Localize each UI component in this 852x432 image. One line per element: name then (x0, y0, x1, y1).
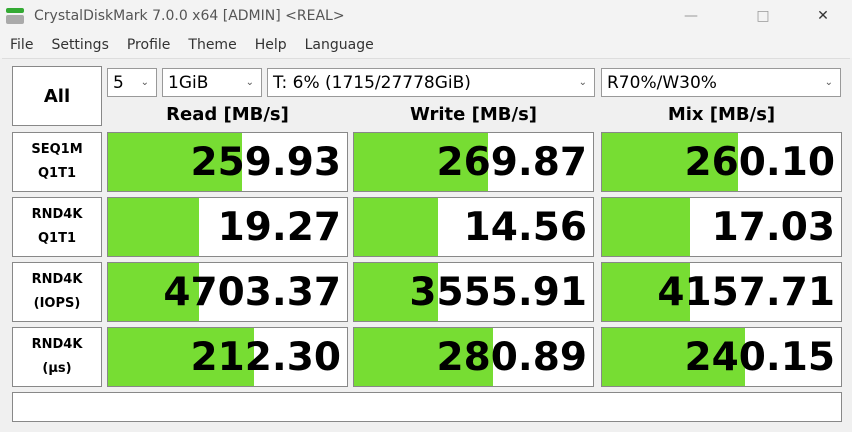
size-select[interactable]: 1GiB ⌄ (162, 68, 262, 97)
window-title: CrystalDiskMark 7.0.0 x64 [ADMIN] <REAL> (34, 8, 345, 24)
write-result-cell: 269.87 (353, 132, 594, 192)
menu-help[interactable]: Help (254, 37, 287, 53)
read-result-cell: 19.27 (107, 197, 348, 257)
drive-value: T: 6% (1715/27778GiB) (273, 72, 471, 93)
test-button-0[interactable]: SEQ1M Q1T1 (12, 132, 102, 192)
menu-settings[interactable]: Settings (51, 37, 109, 53)
mix-result-cell: 4157.71 (601, 262, 842, 322)
result-bar (354, 133, 488, 191)
result-value: 14.56 (463, 205, 587, 250)
test-label-line2: (IOPS) (33, 296, 81, 311)
read-result-cell: 4703.37 (107, 262, 348, 322)
drive-select[interactable]: T: 6% (1715/27778GiB) ⌄ (267, 68, 595, 97)
read-result-cell: 212.30 (107, 327, 348, 387)
result-bar (108, 198, 199, 256)
result-bar (602, 133, 739, 191)
mix-value: R70%/W30% (607, 72, 717, 93)
menu-theme[interactable]: Theme (188, 37, 237, 53)
test-button-3[interactable]: RND4K (µs) (12, 327, 102, 387)
read-header: Read [MB/s] (166, 104, 289, 125)
test-label-line2: (µs) (42, 361, 72, 376)
minimize-button[interactable]: — (684, 8, 698, 24)
write-result-cell: 280.89 (353, 327, 594, 387)
test-label-line2: Q1T1 (37, 231, 76, 246)
result-value: 260.10 (684, 140, 836, 185)
count-select[interactable]: 5 ⌄ (107, 68, 157, 97)
mix-result-cell: 17.03 (601, 197, 842, 257)
maximize-button[interactable]: □ (756, 8, 770, 24)
test-label-line2: Q1T1 (37, 166, 76, 181)
menu-profile[interactable]: Profile (126, 37, 171, 53)
write-result-cell: 14.56 (353, 197, 594, 257)
result-value: 280.89 (436, 335, 588, 380)
chevron-down-icon: ⌄ (824, 77, 833, 88)
result-bar (354, 328, 493, 386)
result-value: 240.15 (684, 335, 836, 380)
read-result-cell: 259.93 (107, 132, 348, 192)
write-result-cell: 3555.91 (353, 262, 594, 322)
menu-bar: File Settings Profile Theme Help Languag… (0, 32, 852, 58)
test-label-line1: RND4K (31, 337, 83, 352)
test-label-line1: RND4K (31, 272, 83, 287)
menu-language[interactable]: Language (304, 37, 374, 53)
result-value: 19.27 (217, 205, 341, 250)
test-label-line1: SEQ1M (31, 142, 83, 157)
mix-header: Mix [MB/s] (667, 104, 776, 125)
mix-result-cell: 260.10 (601, 132, 842, 192)
write-header: Write [MB/s] (409, 104, 538, 125)
result-value: 269.87 (436, 140, 588, 185)
result-value: 4703.37 (163, 270, 341, 315)
app-icon (6, 7, 26, 25)
result-value: 259.93 (190, 140, 342, 185)
mix-result-cell: 240.15 (601, 327, 842, 387)
mix-select[interactable]: R70%/W30% ⌄ (601, 68, 841, 97)
result-bar (602, 198, 691, 256)
close-button[interactable]: ✕ (817, 8, 829, 24)
result-bar (108, 133, 242, 191)
chevron-down-icon: ⌄ (245, 77, 254, 88)
chevron-down-icon: ⌄ (578, 77, 587, 88)
result-bar (602, 328, 746, 386)
all-button[interactable]: All (12, 66, 102, 126)
result-value: 17.03 (711, 205, 835, 250)
count-value: 5 (113, 72, 124, 93)
result-value: 212.30 (190, 335, 342, 380)
status-bar (12, 392, 842, 422)
result-bar (354, 198, 438, 256)
size-value: 1GiB (168, 72, 209, 93)
menu-file[interactable]: File (10, 37, 34, 53)
chevron-down-icon: ⌄ (140, 77, 149, 88)
result-bar (354, 263, 438, 321)
result-bar (602, 263, 691, 321)
test-button-1[interactable]: RND4K Q1T1 (12, 197, 102, 257)
result-bar (108, 263, 199, 321)
result-value: 4157.71 (657, 270, 835, 315)
test-label-line1: RND4K (31, 207, 83, 222)
result-value: 3555.91 (409, 270, 587, 315)
result-bar (108, 328, 254, 386)
title-bar: CrystalDiskMark 7.0.0 x64 [ADMIN] <REAL>… (0, 0, 852, 32)
test-button-2[interactable]: RND4K (IOPS) (12, 262, 102, 322)
